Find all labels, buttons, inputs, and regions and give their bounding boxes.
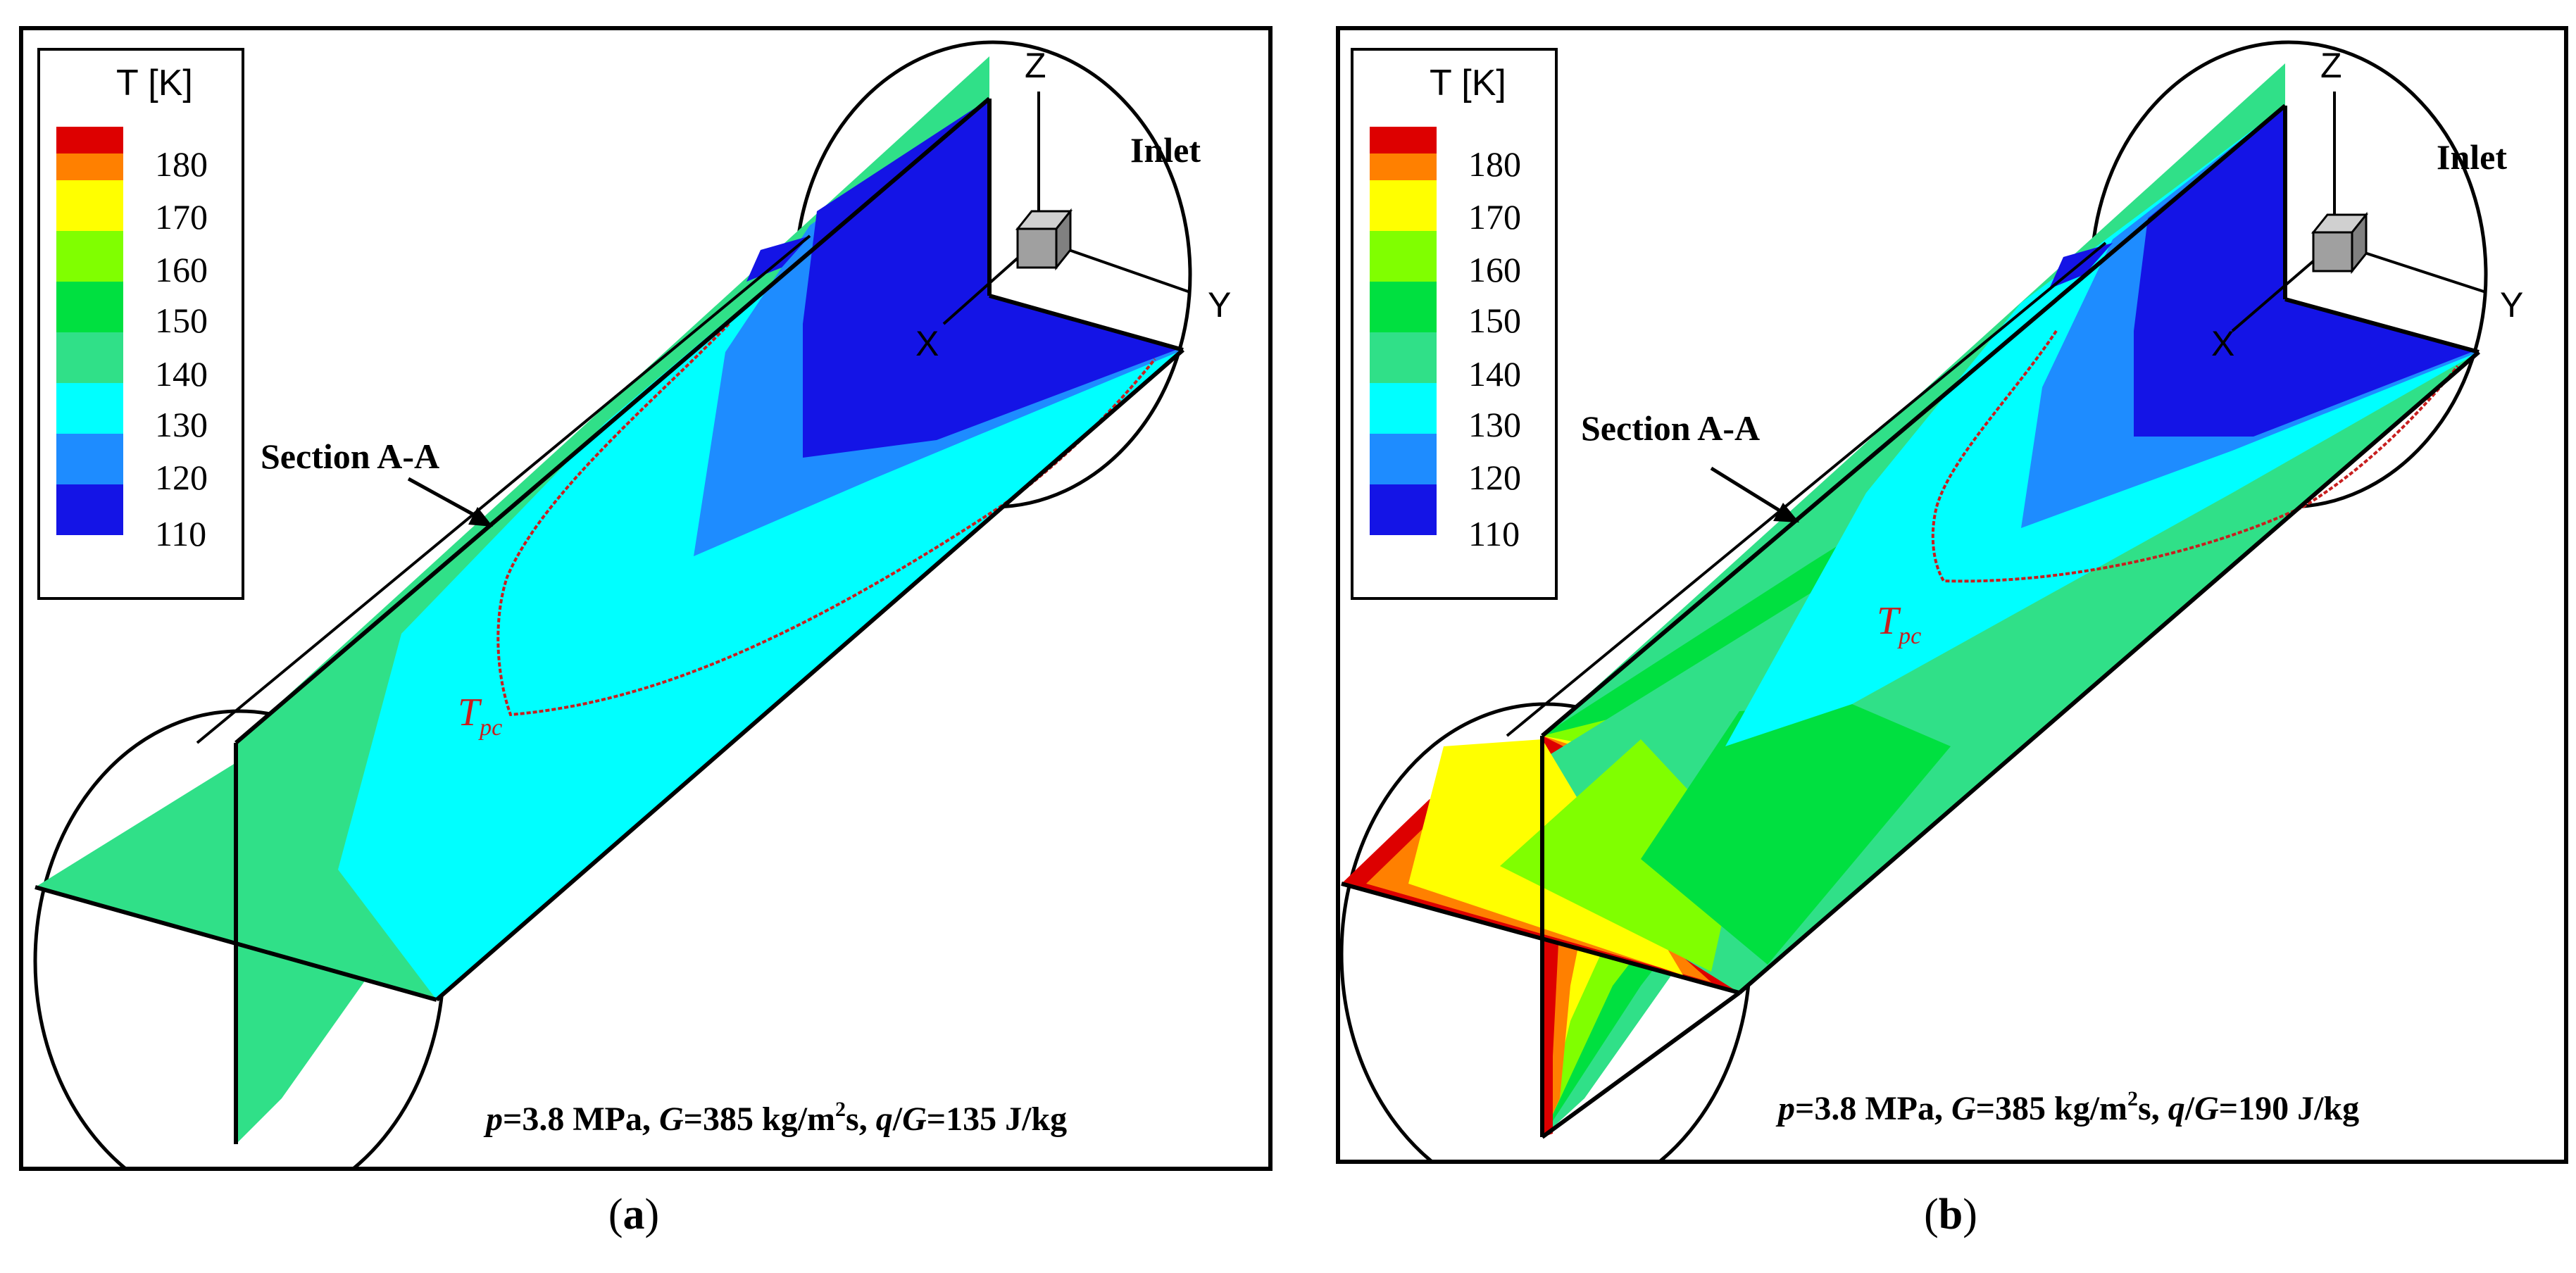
conditions-label: p=3.8 MPa, G=385 kg/m2s, q/G=135 J/kg [483,1098,1067,1138]
caption-a: (a) [608,1191,660,1238]
axis-y-label: Y [2500,285,2523,325]
section-arrow-line [1710,466,1787,516]
bottom-edge [435,348,1184,1002]
legend-label: 160 [1468,250,1521,289]
top-edge [1541,104,2287,738]
axis-y-label: Y [1208,285,1231,325]
mid-edge [196,234,811,744]
outlet-horizontal [35,885,437,1002]
contour-150 [1500,739,1739,972]
axis-z-label: Z [1025,46,1046,85]
legend-label: 120 [155,458,208,497]
legend-label: 110 [1468,514,1520,553]
panel-a: T [K] 180 170 160 150 140 130 120 110 Se… [0,0,1288,1190]
contour-140b [1641,704,1951,965]
conditions-label: p=3.8 MPa, G=385 kg/m2s, q/G=190 J/kg [1775,1087,2359,1127]
section-arrow-line [407,477,480,520]
mid-edge [1506,242,2107,737]
legend-title: T [K] [116,63,193,104]
legend-label: 110 [155,514,206,553]
bottom-edge [1738,350,2480,995]
legend-label: 170 [1468,197,1521,237]
axis-cube [2311,211,2369,275]
legend-label: 150 [1468,301,1521,340]
legend-label: 150 [155,301,208,340]
legend-label: 130 [155,405,208,444]
legend-label: 170 [155,197,208,237]
bottom-outer-edge [1541,991,1741,1139]
top-edge [235,96,991,745]
legend-title: T [K] [1430,63,1506,104]
section-label: Section A-A [261,437,439,476]
legend-label: 140 [155,354,208,394]
axis-z-label: Z [2320,46,2342,85]
axis-x-label: X [915,324,939,363]
legend-label: 140 [1468,354,1521,394]
caption-b: (b) [1924,1191,1977,1238]
legend-swatches [1370,127,1437,535]
legend-label: 120 [1468,458,1521,497]
panel-b: T [K] 180 170 160 150 140 130 120 110 Se… [1317,0,2576,1190]
inlet-label: Inlet [1130,130,1201,170]
legend: T [K] 180 170 160 150 140 130 120 110 [37,48,244,600]
legend-swatches [56,127,123,535]
axis-x-label: X [2211,324,2234,363]
outlet-horizontal [1341,882,1740,995]
inlet-label: Inlet [2437,137,2507,177]
legend-label: 180 [155,144,208,184]
section-label: Section A-A [1581,408,1760,448]
tpc-contour-line [1931,330,2459,583]
legend-label: 160 [155,250,208,289]
tpc-label: Tpc [1877,599,1921,649]
section-arrow-head [1773,503,1799,522]
legend: T [K] 180 170 160 150 140 130 120 110 [1351,48,1558,600]
section-arrow-head [468,507,493,527]
tpc-label: Tpc [458,691,502,741]
legend-label: 130 [1468,405,1521,444]
legend-label: 180 [1468,144,1521,184]
inlet-horizontal [2284,297,2480,354]
axis-cube [1015,208,1073,271]
contour-110 [2134,106,2472,437]
inlet-horizontal [989,294,1184,352]
